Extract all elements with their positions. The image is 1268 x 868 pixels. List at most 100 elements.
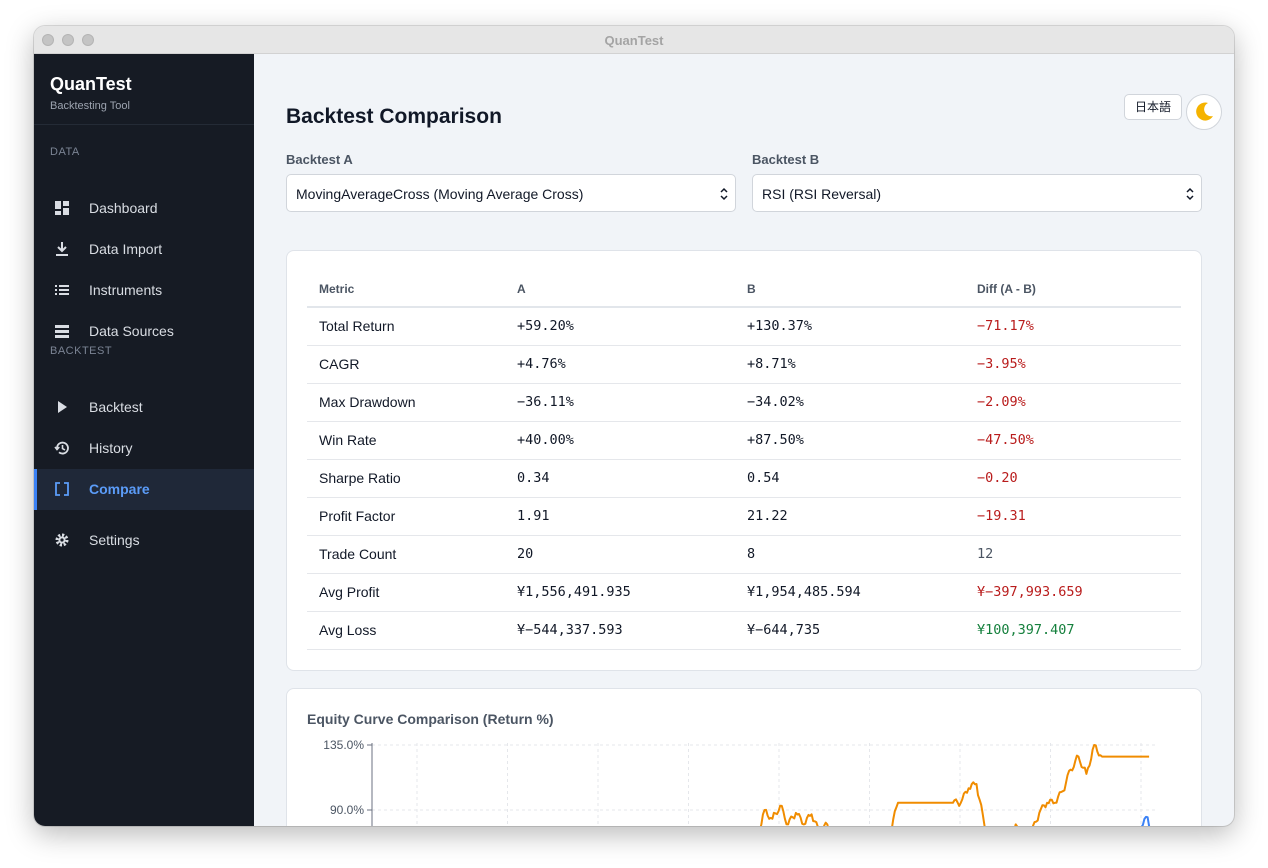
window-title: QuanTest	[604, 33, 664, 48]
table-row: CAGR +4.76% +8.71% −3.95%	[307, 345, 1181, 384]
metric-cell: Win Rate	[307, 421, 505, 460]
sidebar-item-label: Backtest	[89, 399, 143, 415]
diff-cell: −71.17%	[965, 307, 1181, 346]
value-a-cell: 0.34	[505, 459, 735, 498]
value-b-cell: ¥1,954,485.594	[735, 573, 965, 612]
backtest-b-label: Backtest B	[752, 152, 820, 167]
value-a-cell: −36.11%	[505, 383, 735, 422]
value-b-cell: −34.02%	[735, 383, 965, 422]
backtest-b-value: RSI (RSI Reversal)	[762, 186, 882, 202]
sidebar-item-label: History	[89, 440, 133, 456]
table-row: Avg Loss ¥−544,337.593 ¥−644,735 ¥100,397.4…	[307, 611, 1181, 650]
sidebar: QuanTest Backtesting Tool DATA Dashboard…	[34, 54, 254, 826]
metrics-table: Metric A B Diff (A - B) Total Return +59.…	[307, 271, 1181, 650]
value-a-cell: 1.91	[505, 497, 735, 536]
equity-series-line-0	[759, 744, 1150, 826]
sidebar-item-data-import[interactable]: Data Import	[34, 229, 254, 270]
zoom-window-button[interactable]	[82, 34, 94, 46]
sidebar-item-data-sources[interactable]: Data Sources	[34, 311, 254, 352]
sidebar-item-label: Dashboard	[89, 200, 158, 216]
backtest-a-value: MovingAverageCross (Moving Average Cross…	[296, 186, 584, 202]
sidebar-item-label: Data Import	[89, 241, 163, 257]
sidebar-item-label: Settings	[89, 532, 140, 548]
metric-cell: Avg Profit	[307, 573, 505, 612]
sidebar-item-label: Compare	[89, 481, 150, 497]
dashboard-icon	[55, 201, 69, 215]
brand-divider	[34, 124, 254, 125]
value-a-cell: +40.00%	[505, 421, 735, 460]
backtest-a-select[interactable]: MovingAverageCross (Moving Average Cross…	[286, 174, 736, 212]
page-title: Backtest Comparison	[286, 105, 502, 128]
sidebar-item-label: Instruments	[89, 282, 163, 298]
value-b-cell: 8	[735, 535, 965, 574]
brand-subtitle: Backtesting Tool	[50, 100, 130, 112]
value-a-cell: ¥1,556,491.935	[505, 573, 735, 612]
diff-cell: ¥−397,993.659	[965, 573, 1181, 612]
metrics-card: Metric A B Diff (A - B) Total Return +59.…	[286, 250, 1202, 671]
sidebar-item-dashboard[interactable]: Dashboard	[34, 188, 254, 229]
value-b-cell: +8.71%	[735, 345, 965, 384]
metrics-table-body: Total Return +59.20% +130.37% −71.17% CAGR +4…	[307, 307, 1181, 650]
column-header-b: B	[735, 271, 965, 308]
value-a-cell: ¥−544,337.593	[505, 611, 735, 650]
sidebar-item-history[interactable]: History	[34, 428, 254, 469]
sidebar-item-backtest[interactable]: Backtest	[34, 387, 254, 428]
value-a-cell: 20	[505, 535, 735, 574]
sidebar-item-instruments[interactable]: Instruments	[34, 270, 254, 311]
chevron-updown-icon	[720, 187, 728, 201]
column-header-metric: Metric	[307, 271, 505, 308]
play-icon	[58, 401, 67, 413]
equity-curve-chart: 135.0% 90.0%	[323, 738, 1157, 826]
table-row: Profit Factor 1.91 21.22 −19.31	[307, 497, 1181, 536]
metric-cell: Avg Loss	[307, 611, 505, 650]
diff-cell: ¥100,397.407	[965, 611, 1181, 650]
table-row: Total Return +59.20% +130.37% −71.17%	[307, 307, 1181, 346]
column-header-diff: Diff (A - B)	[965, 271, 1181, 308]
backtest-a-label: Backtest A	[286, 152, 353, 167]
y-tick-label: 135.0%	[323, 738, 364, 752]
backtest-b-select[interactable]: RSI (RSI Reversal)	[752, 174, 1202, 212]
y-tick-label: 90.0%	[330, 803, 364, 817]
metric-cell: Sharpe Ratio	[307, 459, 505, 498]
diff-cell: −0.20	[965, 459, 1181, 498]
value-b-cell: +130.37%	[735, 307, 965, 346]
compare-icon	[55, 482, 69, 496]
equity-chart-card: Equity Curve Comparison (Return %) 135.0…	[286, 688, 1202, 826]
brand-name: QuanTest	[50, 74, 132, 94]
sidebar-item-compare[interactable]: Compare	[34, 469, 254, 510]
chevron-updown-icon	[1186, 187, 1194, 201]
theme-toggle-button[interactable]	[1186, 94, 1222, 130]
minimize-window-button[interactable]	[62, 34, 74, 46]
active-indicator	[34, 469, 37, 510]
value-b-cell: +87.50%	[735, 421, 965, 460]
diff-cell: −2.09%	[965, 383, 1181, 422]
metric-cell: CAGR	[307, 345, 505, 384]
metric-cell: Max Drawdown	[307, 383, 505, 422]
chart-title: Equity Curve Comparison (Return %)	[307, 711, 554, 727]
diff-cell: −47.50%	[965, 421, 1181, 460]
value-a-cell: +4.76%	[505, 345, 735, 384]
metric-cell: Trade Count	[307, 535, 505, 574]
diff-cell: 12	[965, 535, 1181, 574]
table-row: Avg Profit ¥1,556,491.935 ¥1,954,485.594 ¥−…	[307, 573, 1181, 612]
diff-cell: −19.31	[965, 497, 1181, 536]
table-header-row: Metric A B Diff (A - B)	[307, 271, 1181, 308]
value-b-cell: 0.54	[735, 459, 965, 498]
app-window: QuanTest QuanTest Backtesting Tool DATA …	[34, 26, 1234, 826]
section-label-backtest: BACKTEST	[50, 345, 113, 357]
sidebar-item-settings[interactable]: Settings	[34, 520, 254, 561]
language-button[interactable]: 日本語	[1124, 94, 1182, 120]
table-row: Sharpe Ratio 0.34 0.54 −0.20	[307, 459, 1181, 498]
moon-icon	[1196, 102, 1213, 121]
section-label-data: DATA	[50, 146, 80, 158]
history-icon	[54, 441, 69, 455]
metric-cell: Total Return	[307, 307, 505, 346]
value-a-cell: +59.20%	[505, 307, 735, 346]
list-icon	[55, 285, 69, 295]
table-row: Win Rate +40.00% +87.50% −47.50%	[307, 421, 1181, 460]
table-row: Trade Count 20 8 12	[307, 535, 1181, 574]
value-b-cell: ¥−644,735	[735, 611, 965, 650]
table-row: Max Drawdown −36.11% −34.02% −2.09%	[307, 383, 1181, 422]
close-window-button[interactable]	[42, 34, 54, 46]
download-icon	[56, 242, 68, 256]
